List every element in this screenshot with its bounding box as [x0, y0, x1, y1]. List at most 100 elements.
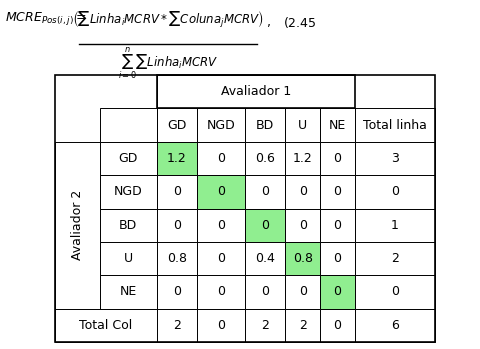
- Text: 0: 0: [173, 185, 180, 198]
- Bar: [197, 142, 245, 175]
- Bar: [99, 275, 156, 309]
- Bar: [286, 309, 320, 342]
- Text: NGD: NGD: [206, 119, 235, 132]
- Text: 0: 0: [391, 285, 399, 298]
- Bar: [245, 175, 286, 209]
- Text: 3: 3: [391, 152, 399, 165]
- Bar: [55, 309, 156, 342]
- Text: Avaliador 2: Avaliador 2: [71, 190, 84, 260]
- Bar: [245, 275, 286, 309]
- Text: NE: NE: [120, 285, 137, 298]
- Text: 0: 0: [261, 219, 269, 232]
- Bar: [156, 75, 355, 109]
- Bar: [245, 142, 286, 175]
- Text: NE: NE: [329, 119, 346, 132]
- Bar: [320, 142, 355, 175]
- Text: U: U: [123, 252, 132, 265]
- Text: 0: 0: [173, 285, 180, 298]
- Text: $(2.45$: $(2.45$: [283, 15, 317, 30]
- Bar: [156, 175, 197, 209]
- Bar: [320, 242, 355, 275]
- Bar: [99, 142, 156, 175]
- Text: 0: 0: [261, 285, 269, 298]
- Bar: [355, 142, 435, 175]
- Bar: [156, 208, 197, 242]
- Text: 0: 0: [334, 252, 341, 265]
- Text: U: U: [298, 119, 307, 132]
- Text: 2: 2: [391, 252, 399, 265]
- Text: 0: 0: [334, 285, 341, 298]
- Text: 1.2: 1.2: [167, 152, 187, 165]
- Text: 0: 0: [261, 185, 269, 198]
- Bar: [355, 309, 435, 342]
- Text: 2: 2: [262, 319, 269, 332]
- Text: 0: 0: [299, 185, 307, 198]
- Bar: [156, 142, 197, 175]
- Bar: [55, 109, 99, 142]
- Bar: [355, 208, 435, 242]
- Bar: [245, 309, 286, 342]
- Text: 0: 0: [217, 319, 225, 332]
- Bar: [320, 208, 355, 242]
- Bar: [355, 175, 435, 209]
- Bar: [55, 75, 99, 109]
- Bar: [286, 109, 320, 142]
- Text: Avaliador 1: Avaliador 1: [220, 85, 291, 98]
- Text: 2: 2: [173, 319, 180, 332]
- Bar: [355, 109, 435, 142]
- Bar: [156, 75, 355, 109]
- Bar: [156, 109, 197, 142]
- Text: $\sum_{i=0}^{n}\sum Linha_i MCRV$: $\sum_{i=0}^{n}\sum Linha_i MCRV$: [118, 45, 218, 81]
- Bar: [245, 208, 286, 242]
- Bar: [320, 275, 355, 309]
- Bar: [99, 109, 156, 142]
- Text: 0: 0: [173, 219, 180, 232]
- Text: 0: 0: [299, 219, 307, 232]
- Text: 0.6: 0.6: [255, 152, 276, 165]
- Text: 1.2: 1.2: [293, 152, 312, 165]
- Text: 0: 0: [334, 319, 341, 332]
- Text: $\left(\sum Linha_i MCRV*\sum Coluna_j MCRV\right)$: $\left(\sum Linha_i MCRV*\sum Coluna_j M…: [72, 9, 264, 30]
- Bar: [286, 275, 320, 309]
- Bar: [320, 309, 355, 342]
- Text: 0: 0: [217, 152, 225, 165]
- Text: Total linha: Total linha: [363, 119, 427, 132]
- Bar: [320, 175, 355, 209]
- Text: 0: 0: [299, 285, 307, 298]
- Text: 1: 1: [391, 219, 399, 232]
- Text: 0: 0: [334, 185, 341, 198]
- Text: 0.4: 0.4: [255, 252, 276, 265]
- Bar: [286, 208, 320, 242]
- Bar: [197, 242, 245, 275]
- Text: 0: 0: [334, 152, 341, 165]
- Text: 0.8: 0.8: [167, 252, 187, 265]
- Bar: [286, 242, 320, 275]
- Bar: [320, 109, 355, 142]
- Text: 0: 0: [217, 219, 225, 232]
- Bar: [156, 242, 197, 275]
- Bar: [156, 309, 197, 342]
- Bar: [245, 109, 286, 142]
- Text: NGD: NGD: [114, 185, 143, 198]
- Bar: [99, 242, 156, 275]
- Text: BD: BD: [256, 119, 275, 132]
- Bar: [355, 275, 435, 309]
- Text: 0.8: 0.8: [293, 252, 313, 265]
- Text: 0: 0: [217, 252, 225, 265]
- Text: 0: 0: [217, 185, 225, 198]
- Bar: [355, 242, 435, 275]
- Text: BD: BD: [119, 219, 137, 232]
- Bar: [99, 75, 156, 109]
- Bar: [99, 208, 156, 242]
- Text: $,$: $,$: [266, 16, 271, 29]
- Bar: [99, 175, 156, 209]
- Text: 0: 0: [334, 219, 341, 232]
- Text: $MCRE_{Pos(i,j)}=$: $MCRE_{Pos(i,j)}=$: [5, 10, 86, 28]
- Text: 0: 0: [217, 285, 225, 298]
- Bar: [245, 242, 286, 275]
- Text: GD: GD: [167, 119, 186, 132]
- Bar: [197, 109, 245, 142]
- Bar: [286, 175, 320, 209]
- Text: 0: 0: [391, 185, 399, 198]
- Text: 2: 2: [299, 319, 307, 332]
